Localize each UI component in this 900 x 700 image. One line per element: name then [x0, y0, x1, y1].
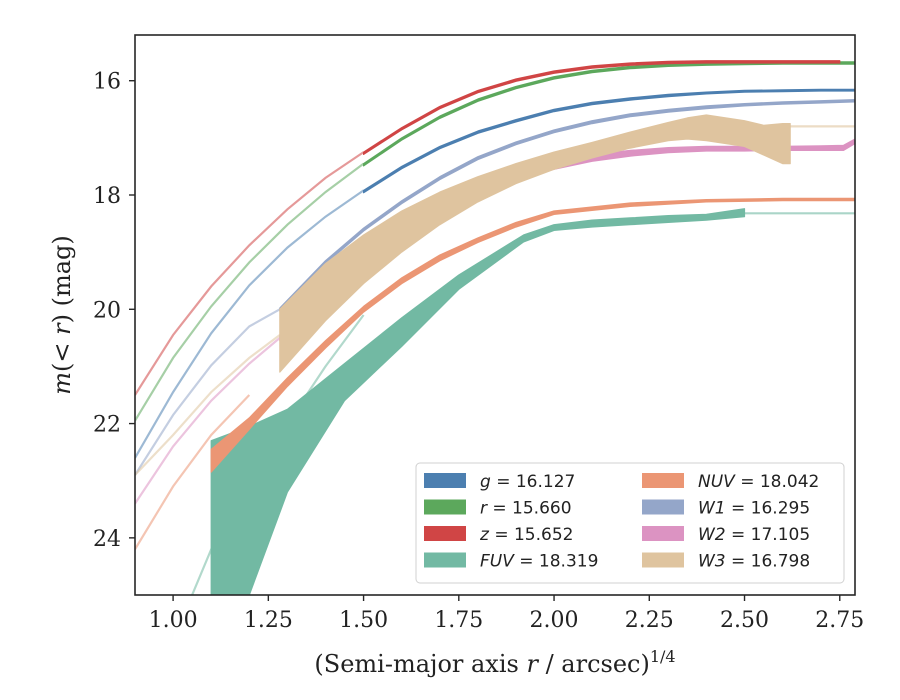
- legend-swatch-w1: [642, 499, 684, 515]
- legend-item-r: r = 15.660: [424, 499, 572, 519]
- legend-label-r: r = 15.660: [480, 499, 572, 519]
- legend-box: [415, 462, 845, 584]
- x-axis-label: (Semi-major axis r / arcsec)1/4: [314, 647, 675, 678]
- extrapolation-line-z: [135, 151, 365, 396]
- extrapolation-line-w2: [135, 337, 281, 505]
- legend-label-w1: W1 = 16.295: [698, 499, 810, 519]
- legend-label-g: g = 16.127: [480, 472, 575, 492]
- legend-swatch-z: [424, 526, 466, 541]
- band-g: [363, 88, 855, 194]
- y-axis-label: m(< r) (mag): [48, 235, 76, 395]
- x-axis: 1.00 1.25 1.50 1.75 2.00 2.25 2.50 2.75: [149, 595, 864, 633]
- legend-item-g: g = 16.127: [424, 472, 575, 492]
- legend-label-nuv: NUV = 18.042: [698, 472, 819, 492]
- extrapolation-line-nuv: [135, 394, 251, 550]
- series-w1: [135, 99, 855, 476]
- y-tick-label: 18: [93, 184, 121, 209]
- band-r: [363, 61, 855, 167]
- legend-swatch-w3: [642, 552, 684, 568]
- x-tick-label: 1.25: [244, 608, 293, 633]
- band-nuv: [210, 197, 855, 473]
- legend-item-w2: W2 = 17.105: [642, 525, 810, 545]
- extrapolation-line-g: [135, 189, 365, 459]
- extrapolation-line-w1: [135, 308, 281, 476]
- legend-item-nuv: NUV = 18.042: [642, 472, 819, 492]
- plot-area: [135, 60, 855, 595]
- x-tick-label: 2.75: [815, 608, 864, 633]
- series-z: [135, 60, 841, 396]
- x-tick-label: 1.75: [434, 608, 483, 633]
- legend-swatch-nuv: [642, 473, 684, 488]
- band-w1: [279, 99, 855, 312]
- legend-label-fuv: FUV = 18.319: [480, 552, 598, 572]
- x-tick-label: 2.50: [720, 608, 769, 633]
- y-axis: 16 18 20 22 24: [93, 70, 135, 552]
- x-tick-label: 2.00: [530, 608, 579, 633]
- legend-item-w1: W1 = 16.295: [642, 499, 810, 519]
- y-tick-label: 24: [93, 527, 121, 552]
- band-fuv: [210, 208, 746, 595]
- series-nuv: [135, 197, 855, 550]
- y-tick-label: 20: [93, 298, 121, 323]
- series-fuv: [191, 208, 855, 595]
- band-w3: [279, 114, 791, 373]
- legend-item-z: z = 15.652: [424, 525, 573, 545]
- plot-frame: [134, 34, 856, 596]
- y-tick-label: 16: [93, 70, 121, 95]
- legend-swatch-g: [424, 473, 466, 488]
- x-tick-label: 1.00: [149, 608, 198, 633]
- legend-item-fuv: FUV = 18.319: [424, 552, 598, 572]
- legend-label-w2: W2 = 17.105: [698, 525, 810, 545]
- series-g: [135, 88, 855, 459]
- legend-swatch-r: [424, 499, 466, 515]
- extrapolation-line-w3: [135, 334, 281, 476]
- legend-label-w3: W3 = 16.798: [698, 552, 810, 572]
- x-tick-label: 1.50: [339, 608, 388, 633]
- legend-swatch-w2: [642, 526, 684, 541]
- legend: g = 16.127 r = 15.660 z = 15.652 FUV = 18.3…: [415, 462, 845, 584]
- band-z: [363, 60, 841, 155]
- legend-item-w3: W3 = 16.798: [642, 552, 810, 572]
- legend-label-z: z = 15.652: [479, 525, 573, 545]
- series-r: [135, 61, 855, 422]
- legend-swatch-fuv: [424, 552, 466, 568]
- y-tick-label: 22: [93, 413, 121, 438]
- x-tick-label: 2.25: [625, 608, 674, 633]
- series-w3: [135, 114, 855, 476]
- extrapolation-line-r: [135, 162, 365, 422]
